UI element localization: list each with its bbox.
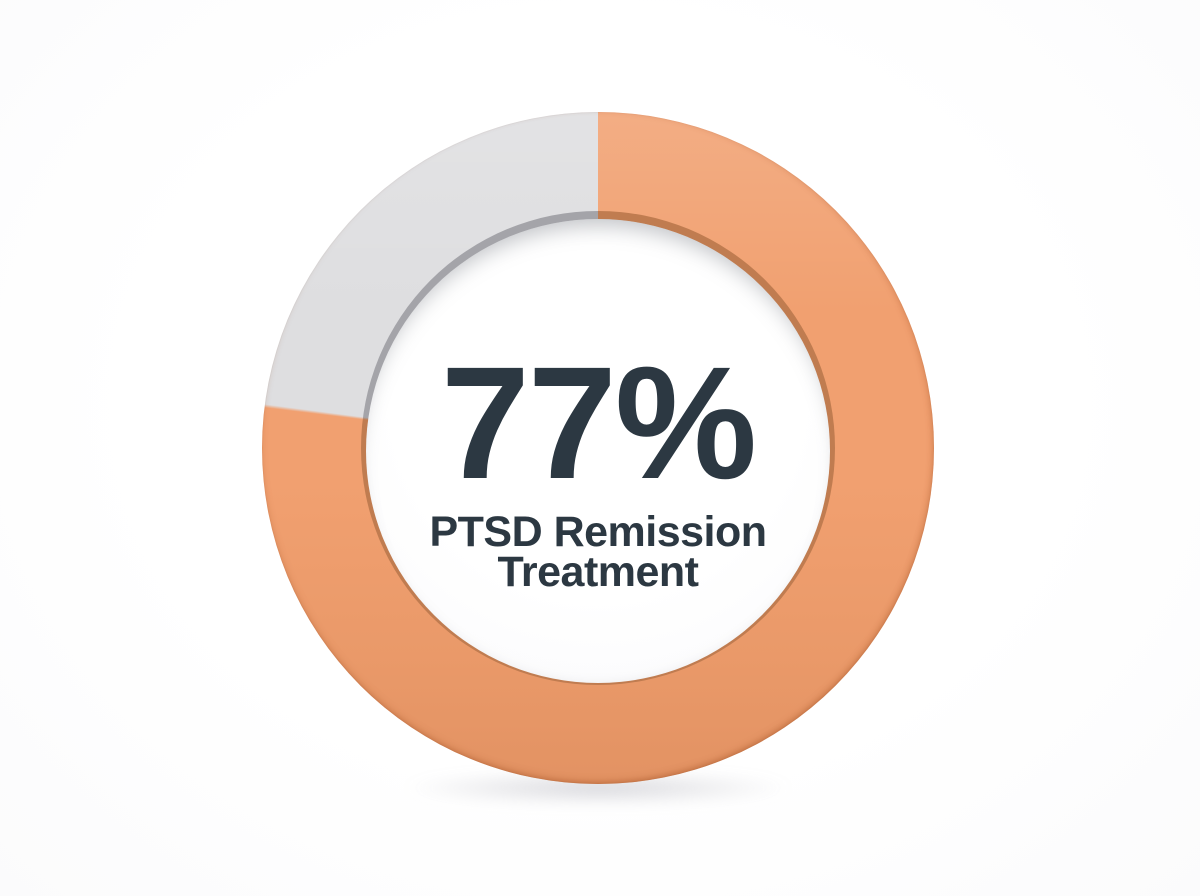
donut-hole [366, 219, 830, 683]
donut-chart: 77% PTSD Remission Treatment [262, 112, 934, 808]
